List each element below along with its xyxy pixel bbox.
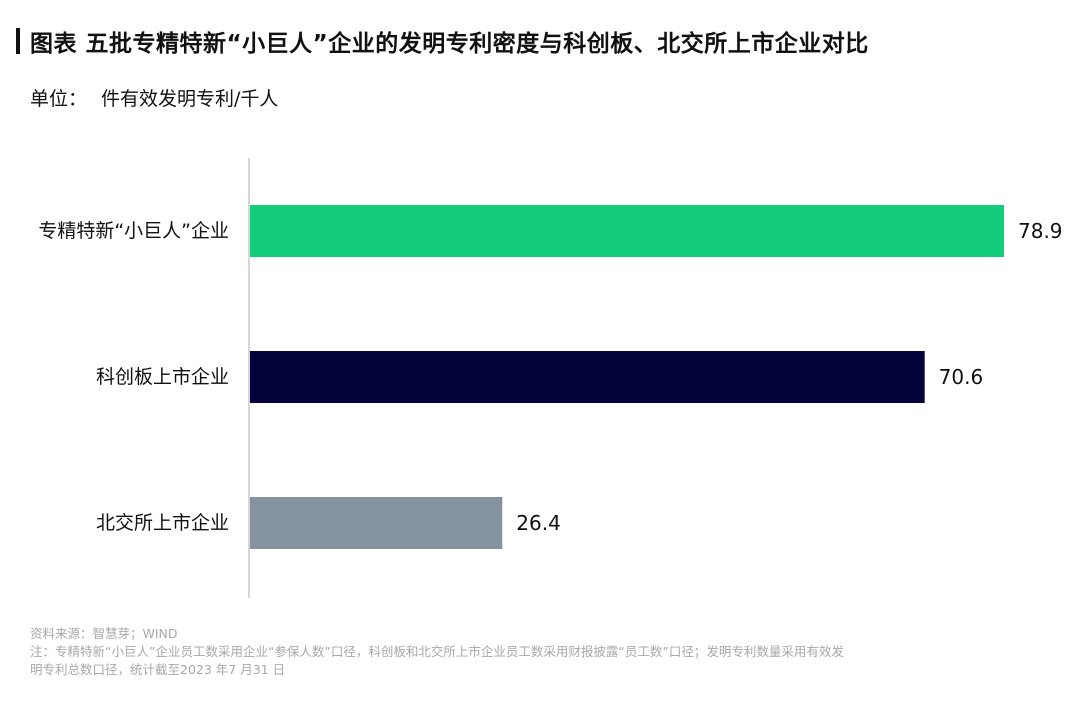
unit-label: 单位： <box>30 88 88 110</box>
category-label-1: 科创板上市企业 <box>96 366 229 388</box>
note-text-line-1: 注：专精特新“小巨人”企业员工数采用企业“参保人数”口径，科创板和北交所上市企业… <box>30 644 844 659</box>
value-label-2: 26.4 <box>516 511 561 535</box>
bar-2 <box>250 497 503 549</box>
category-label-2: 北交所上市企业 <box>96 512 229 534</box>
note-text-line-2: 明专利总数口径，统计截至2023 年7 月31 日 <box>30 662 286 677</box>
unit-line: 单位： 件有效发明专利/千人 <box>30 84 278 111</box>
footer-notes: 资料来源：智慧芽；WIND 注：专精特新“小巨人”企业员工数采用企业“参保人数”… <box>30 625 1060 679</box>
unit-value: 件有效发明专利/千人 <box>101 88 279 110</box>
category-label-0: 专精特新“小巨人”企业 <box>38 220 229 242</box>
source-text: 资料来源：智慧芽；WIND <box>30 626 178 641</box>
bar-0 <box>250 205 1004 257</box>
bar-1 <box>250 351 925 403</box>
chart-title: 图表 五批专精特新“小巨人”企业的发明专利密度与科创板、北交所上市企业对比 <box>30 31 869 57</box>
value-label-0: 78.9 <box>1018 219 1063 243</box>
value-label-1: 70.6 <box>939 365 984 389</box>
title-accent-bar <box>16 28 20 54</box>
